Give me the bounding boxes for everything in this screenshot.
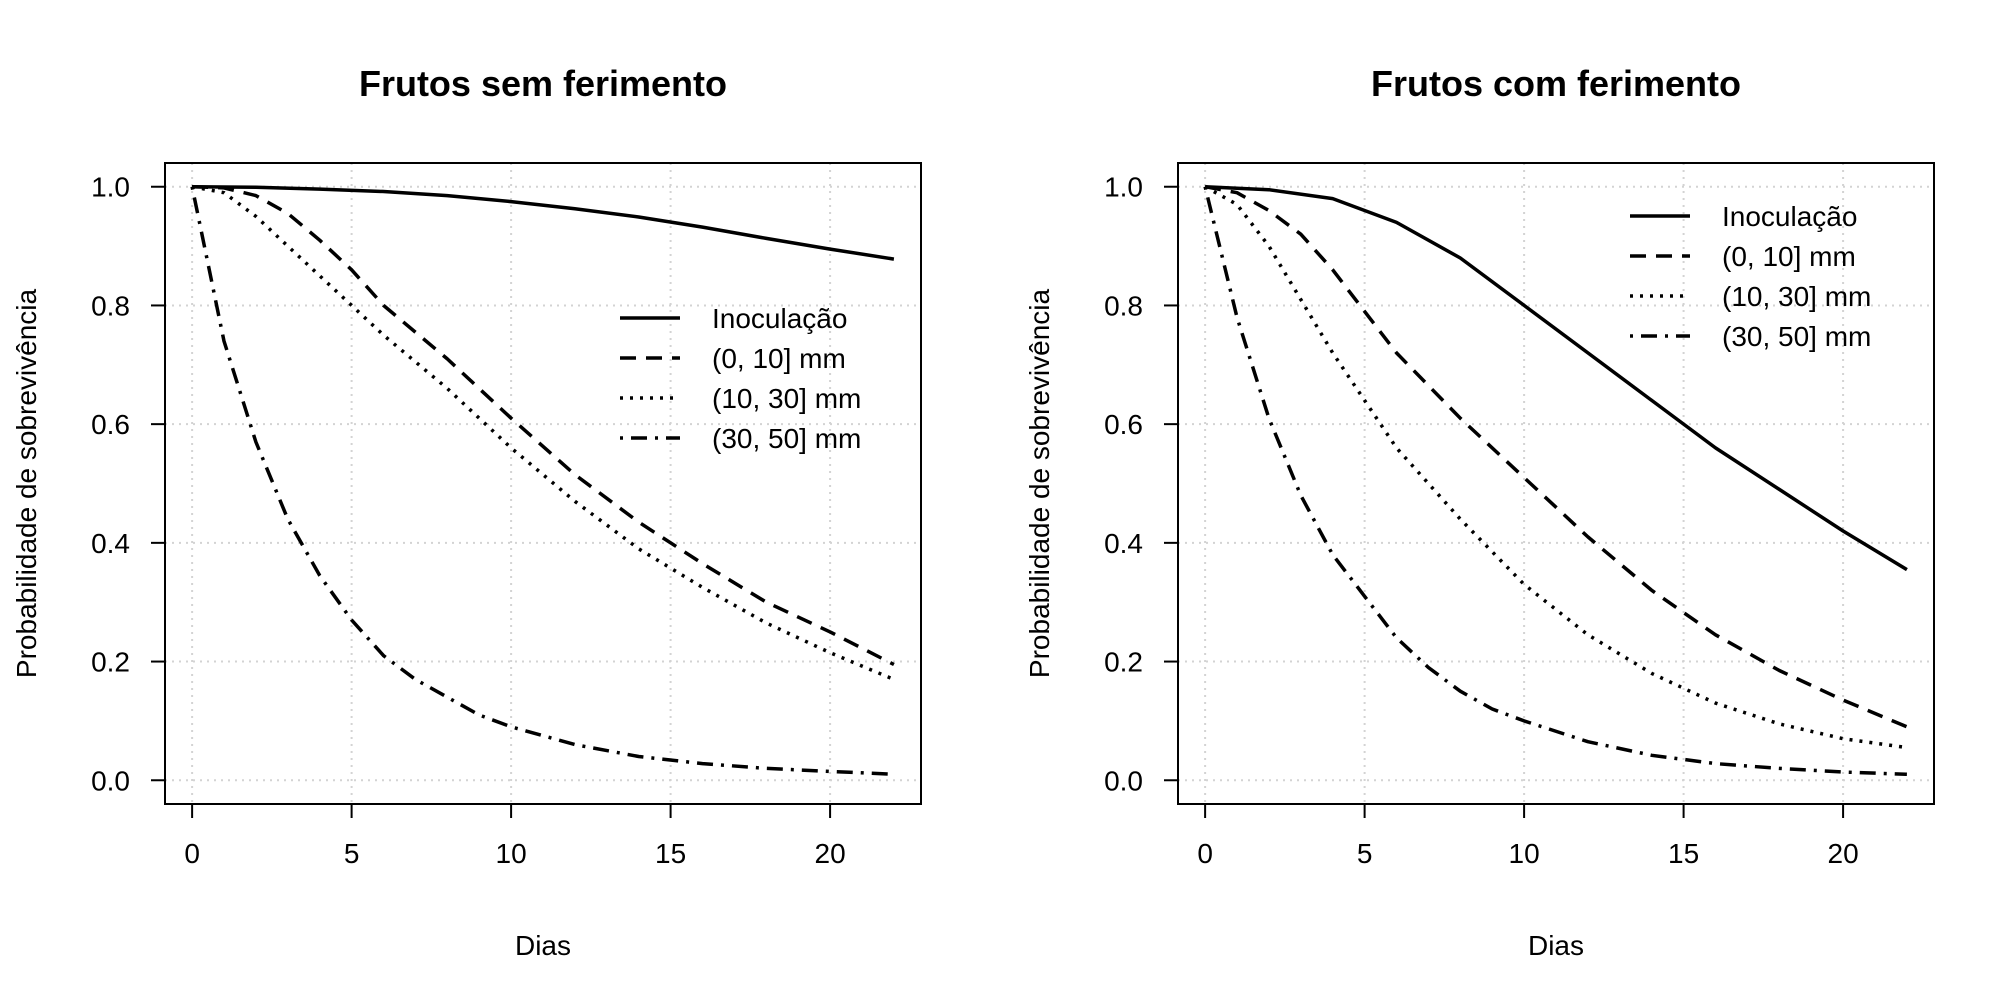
chart1-x-tick-label: 0 bbox=[184, 838, 200, 869]
chart1-x-tick-label: 20 bbox=[815, 838, 846, 869]
chart2-y-tick-label: 0.2 bbox=[1104, 647, 1143, 678]
chart2-x-tick-label: 0 bbox=[1197, 838, 1213, 869]
chart1-plot-frame bbox=[164, 162, 922, 805]
chart2-series-line-1 bbox=[1205, 184, 1908, 572]
chart2-y-tick-label: 0.8 bbox=[1104, 290, 1143, 321]
chart1-series-line-2 bbox=[192, 184, 895, 667]
chart1-title: Frutos sem ferimento bbox=[359, 63, 727, 104]
chart1-x-tick-label: 5 bbox=[344, 838, 360, 869]
chart2-series-line-4 bbox=[1203, 186, 1907, 777]
chart2-y-tick-label: 0.0 bbox=[1104, 765, 1143, 796]
chart1-y-tick-label: 0.2 bbox=[91, 647, 130, 678]
chart2-legend-label-4: (30, 50] mm bbox=[1722, 321, 1871, 352]
chart2-legend-label-3: (10, 30] mm bbox=[1722, 281, 1871, 312]
chart2-x-axis-label: Dias bbox=[1528, 930, 1584, 961]
chart1-legend-label-1: Inoculação bbox=[712, 303, 847, 334]
chart2-plot-frame bbox=[1177, 162, 1935, 805]
chart1-y-tick-label: 0.0 bbox=[91, 765, 130, 796]
chart1-legend-label-3: (10, 30] mm bbox=[712, 383, 861, 414]
chart1-y-tick-label: 0.8 bbox=[91, 290, 130, 321]
chart1-legend-label-2: (0, 10] mm bbox=[712, 343, 846, 374]
chart1-legend-label-4: (30, 50] mm bbox=[712, 423, 861, 454]
chart1-x-tick-label: 10 bbox=[496, 838, 527, 869]
chart2-x-tick-label: 10 bbox=[1509, 838, 1540, 869]
chart1-y-tick-label: 0.4 bbox=[91, 528, 130, 559]
chart2-y-tick-label: 0.6 bbox=[1104, 409, 1143, 440]
chart2-x-tick-label: 5 bbox=[1357, 838, 1373, 869]
chart2-y-axis-label: Probabilidade de sobrevivência bbox=[1024, 289, 1055, 679]
chart1-y-axis-label: Probabilidade de sobrevivência bbox=[11, 289, 42, 679]
chart1-x-tick-label: 15 bbox=[655, 838, 686, 869]
chart2-y-tick-label: 0.4 bbox=[1104, 528, 1143, 559]
chart1-series-line-4 bbox=[190, 186, 894, 777]
chart2-legend-label-1: Inoculação bbox=[1722, 201, 1857, 232]
chart1-series-line-3 bbox=[191, 184, 895, 682]
chart2-y-tick-label: 1.0 bbox=[1104, 172, 1143, 203]
chart1-y-tick-label: 1.0 bbox=[91, 172, 130, 203]
chart2-series-line-2 bbox=[1204, 184, 1908, 729]
chart1-series-line-1 bbox=[192, 184, 895, 261]
chart1-y-tick-label: 0.6 bbox=[91, 409, 130, 440]
chart2-x-tick-label: 15 bbox=[1668, 838, 1699, 869]
chart2-x-tick-label: 20 bbox=[1828, 838, 1859, 869]
chart2-title: Frutos com ferimento bbox=[1371, 63, 1741, 104]
chart2-legend-label-2: (0, 10] mm bbox=[1722, 241, 1856, 272]
chart1-x-axis-label: Dias bbox=[515, 930, 571, 961]
